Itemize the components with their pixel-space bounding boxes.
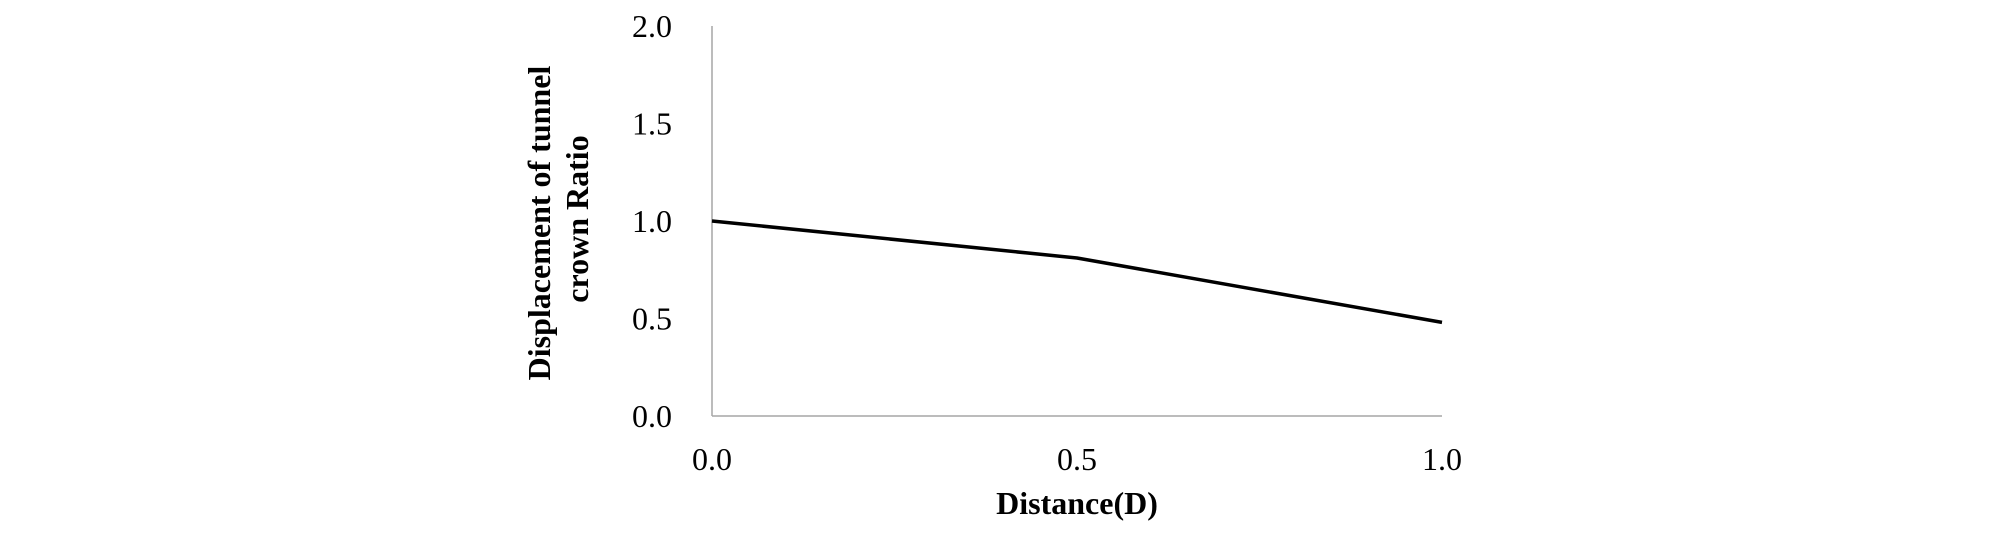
x-tick-label: 0.5 [1057,441,1097,477]
x-tick-label: 1.0 [1422,441,1462,477]
x-tick-label: 0.0 [692,441,732,477]
y-tick-label: 0.0 [632,398,672,434]
y-axis-title: Displacement of tunnel crown Ratio [521,58,595,381]
y-tick-label: 2.0 [632,8,672,44]
y-axis-title-line-2: crown Ratio [559,135,595,302]
series-line [711,219,1443,325]
y-tick-label: 1.0 [632,203,672,239]
y-tick-labels: 0.0 0.5 1.0 1.5 2.0 [632,8,672,434]
x-tick-labels: 0.0 0.5 1.0 [692,441,1462,477]
series-group [711,219,1443,325]
y-axis-title-line-1: Displacement of tunnel [521,66,557,381]
x-axis-title: Distance(D) [996,485,1158,521]
y-tick-label: 0.5 [632,301,672,337]
plot-area: 0.0 0.5 1.0 1.5 2.0 0.0 0.5 1.0 [632,8,1462,477]
y-tick-label: 1.5 [632,106,672,142]
